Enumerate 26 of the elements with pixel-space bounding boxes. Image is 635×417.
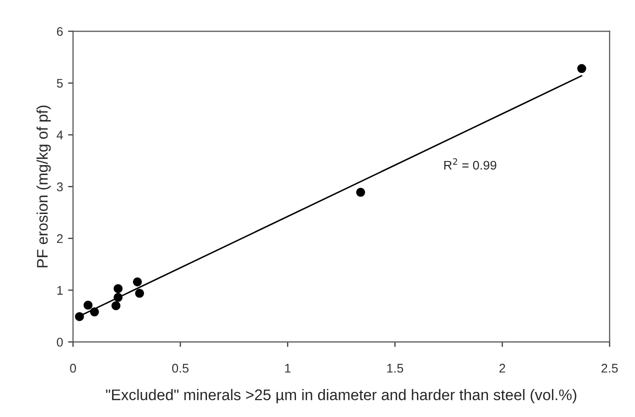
y-tick-label: 3 <box>56 182 63 192</box>
y-axis-title: PF erosion (mg/kg of pf) <box>36 106 51 268</box>
annotation: R$^{2}$ = 0.99 <box>444 158 496 170</box>
x-tick-label: 0 <box>70 364 76 373</box>
x-tick-label: 2 <box>499 364 506 373</box>
point <box>90 307 99 316</box>
point <box>577 64 586 74</box>
y-tick-label: 0 <box>56 338 63 347</box>
point <box>84 300 93 310</box>
x-tick-label: 1.5 <box>387 364 404 373</box>
point <box>111 301 120 310</box>
y-tick-label: 5 <box>56 78 63 88</box>
y-tick-label: 6 <box>56 27 63 36</box>
point <box>132 277 142 286</box>
x-tick-label: 0.5 <box>172 364 189 373</box>
y-tick-label: 2 <box>56 234 63 243</box>
y-tick-label: 4 <box>56 130 63 140</box>
point <box>114 292 123 302</box>
point <box>135 288 144 298</box>
point <box>114 284 123 294</box>
x-tick-label: 1 <box>285 364 291 373</box>
x-tick-label: 2.5 <box>602 364 618 373</box>
point <box>74 312 84 322</box>
y-tick-label: 1 <box>57 286 63 295</box>
point <box>356 188 366 197</box>
x-axis-title: "Excluded" minerals >25 µm in diameter and harder than steel (vol.%) <box>106 389 576 404</box>
